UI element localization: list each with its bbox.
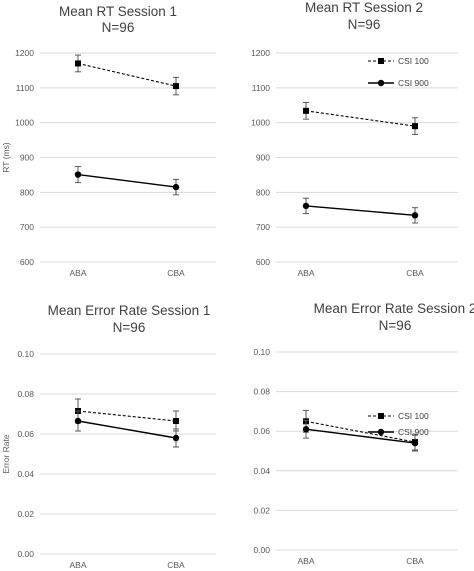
x-tick-label: ABA xyxy=(69,268,86,278)
series-csi-900 xyxy=(302,197,419,224)
x-tick-label: CBA xyxy=(167,268,185,278)
series-csi-900 xyxy=(302,419,419,452)
legend-label: CSI 100 xyxy=(398,411,429,421)
chart-subtitle: N=96 xyxy=(348,17,381,32)
chart-panel-2: Mean RT Session 2 N=96 600 700 800 900 1000 110… xyxy=(251,0,458,278)
data-point-circle xyxy=(302,426,310,433)
chart-panel-4: Mean Error Rate Session 2 N=96 0.00 0.02 0.0… xyxy=(253,301,474,566)
y-tick-label: 0.06 xyxy=(253,426,270,436)
legend-label: CSI 900 xyxy=(398,78,429,88)
y-tick-label: 600 xyxy=(20,257,34,267)
x-tick-label: CBA xyxy=(167,560,185,570)
data-point-square xyxy=(412,123,418,130)
series-line xyxy=(77,62,177,87)
y-tick-label: 0.10 xyxy=(17,349,34,359)
y-tick-label: 800 xyxy=(256,187,270,197)
y-tick-label: 0.06 xyxy=(17,429,34,439)
series-csi-100 xyxy=(75,54,179,96)
data-point-circle xyxy=(172,183,180,191)
series-line xyxy=(305,428,416,444)
x-tick-label: ABA xyxy=(297,268,314,278)
data-point-circle xyxy=(74,171,82,178)
chart-panel-3: Mean Error Rate Session 1 N=96 0.00 0.02 0.0… xyxy=(1,303,216,570)
series-line xyxy=(77,410,177,422)
chart-subtitle: N=96 xyxy=(102,20,135,35)
legend-label: CSI 900 xyxy=(398,427,429,437)
legend-marker-square xyxy=(378,413,384,419)
chart-title: Mean RT Session 2 xyxy=(305,0,423,15)
y-tick-label: 0.10 xyxy=(253,347,270,357)
chart-title: Mean RT Session 1 xyxy=(59,4,177,19)
data-point-square xyxy=(75,60,81,67)
y-tick-label: 1000 xyxy=(15,118,34,128)
data-point-circle xyxy=(302,202,310,210)
y-axis-label: Error Rate xyxy=(1,434,11,473)
y-tick-label: 0.08 xyxy=(17,389,34,399)
chart-title: Mean Error Rate Session 1 xyxy=(48,303,211,318)
y-tick-label: 0.08 xyxy=(253,387,270,397)
y-tick-label: 1000 xyxy=(251,118,270,128)
y-tick-label: 1100 xyxy=(16,83,35,93)
series-line xyxy=(77,420,177,439)
y-tick-label: 0.02 xyxy=(17,509,34,519)
series-csi-100 xyxy=(303,101,418,136)
data-point-circle xyxy=(411,439,419,447)
series-line xyxy=(305,420,416,443)
chart-subtitle: N=96 xyxy=(379,318,412,333)
data-point-square xyxy=(173,83,179,90)
x-tick-label: ABA xyxy=(69,560,86,570)
x-tick-label: CBA xyxy=(406,556,424,566)
data-point-square xyxy=(173,418,179,424)
y-tick-label: 600 xyxy=(256,257,270,267)
y-tick-label: 1200 xyxy=(15,48,34,58)
y-tick-label: 900 xyxy=(256,153,270,163)
y-tick-label: 0.04 xyxy=(253,466,270,476)
series-line xyxy=(305,205,416,217)
y-tick-label: 0.00 xyxy=(253,545,270,555)
x-tick-label: CBA xyxy=(406,268,424,278)
legend-marker-square xyxy=(378,58,384,64)
data-point-circle xyxy=(172,434,180,442)
legend-label: CSI 100 xyxy=(398,56,429,66)
y-tick-label: 700 xyxy=(256,222,270,232)
data-point-circle xyxy=(74,417,82,425)
series-line xyxy=(77,173,177,188)
data-point-square xyxy=(303,107,309,114)
y-tick-label: 1200 xyxy=(251,48,270,58)
legend: CSI 100 CSI 900 xyxy=(368,56,429,88)
y-tick-label: 700 xyxy=(20,222,34,232)
data-point-circle xyxy=(411,212,419,219)
chart-panel-1: Mean RT Session 1N=96 600 700 800 900 1000 110… xyxy=(1,4,216,278)
y-tick-label: 0.00 xyxy=(17,549,34,559)
chart-subtitle: N=96 xyxy=(113,320,146,335)
series-csi-900 xyxy=(74,166,180,196)
y-tick-label: 900 xyxy=(20,153,34,163)
series-csi-100 xyxy=(75,398,179,432)
y-tick-label: 0.04 xyxy=(17,469,34,479)
legend-marker-circle xyxy=(377,79,385,87)
y-tick-label: 800 xyxy=(20,187,34,197)
y-axis-label: RT (ms) xyxy=(1,142,11,173)
series-line xyxy=(305,110,416,127)
legend: CSI 100 CSI 900 xyxy=(368,411,429,437)
series-csi-900 xyxy=(74,410,180,448)
y-tick-label: 1100 xyxy=(252,83,271,93)
y-tick-label: 0.02 xyxy=(253,505,270,515)
chart-title: Mean Error Rate Session 2 xyxy=(314,301,474,316)
x-tick-label: ABA xyxy=(297,556,314,566)
legend-marker-circle xyxy=(377,428,385,436)
